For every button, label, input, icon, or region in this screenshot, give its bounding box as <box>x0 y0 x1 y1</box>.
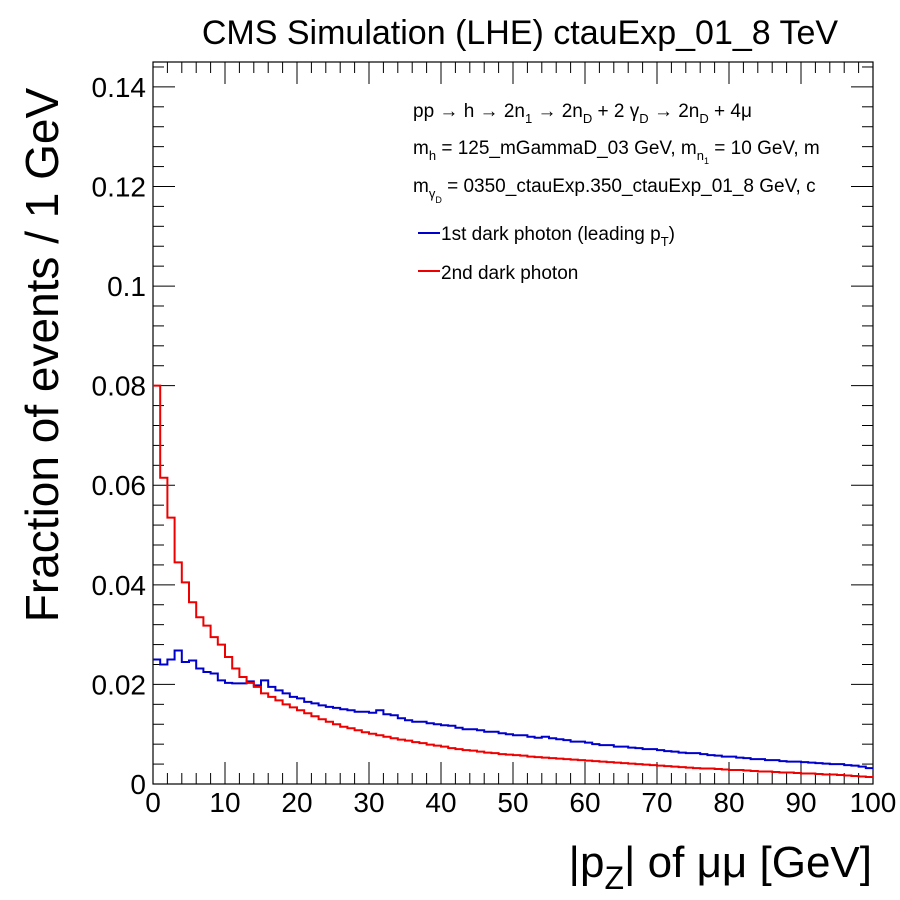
x-axis-label-suffix: | of μμ [GeV] <box>624 838 872 887</box>
y-tick-labels: 0 0.02 0.04 0.06 0.08 0.1 0.12 0.14 <box>92 72 147 800</box>
y-tick-label: 0.08 <box>92 371 147 402</box>
annotation-gamma-mass: mγD = 0350_ctauExp.350_ctauExp_01_8 GeV,… <box>413 176 816 205</box>
x-tick-label: 90 <box>785 787 816 818</box>
y-tick-label: 0.1 <box>107 271 146 302</box>
y-tick-label: 0 <box>130 769 146 800</box>
annotation-process: pp → h → 2n1 → 2nD + 2 γD → 2nD + 4μ <box>413 101 752 126</box>
axis-ticks <box>152 62 874 785</box>
x-tick-label: 30 <box>353 787 384 818</box>
chart-title: CMS Simulation (LHE) ctauExp_01_8 TeV <box>202 14 839 52</box>
annotation-masses: mh = 125_mGammaD_03 GeV, mn1 = 10 GeV, m <box>413 138 820 166</box>
legend-label-1st-dark-photon: 1st dark photon (leading pT) <box>441 224 675 249</box>
series-line-1st-dark-photon <box>153 649 873 770</box>
x-tick-label: 10 <box>209 787 240 818</box>
x-tick-label: 40 <box>425 787 456 818</box>
legend: 1st dark photon (leading pT) 2nd dark ph… <box>418 224 675 284</box>
y-tick-label: 0.04 <box>92 570 147 601</box>
x-tick-label: 70 <box>641 787 672 818</box>
y-tick-label: 0.14 <box>92 72 147 103</box>
x-tick-label: 50 <box>497 787 528 818</box>
y-axis-label: Fraction of events / 1 GeV <box>16 88 68 623</box>
x-tick-label: 0 <box>145 787 161 818</box>
x-tick-labels: 0 10 20 30 40 50 60 70 80 90 100 <box>145 787 896 818</box>
y-tick-label: 0.12 <box>92 171 147 202</box>
plot-frame <box>152 61 874 785</box>
y-tick-label: 0.06 <box>92 470 147 501</box>
series-line-2nd-dark-photon <box>153 384 873 779</box>
x-axis-label-sub: Z <box>604 860 624 896</box>
legend-label-2nd-dark-photon: 2nd dark photon <box>441 263 578 284</box>
x-tick-label: 20 <box>281 787 312 818</box>
x-axis-label-prefix: |p <box>569 838 605 887</box>
x-tick-label: 100 <box>850 787 897 818</box>
x-axis-label: |pZ| of μμ [GeV] <box>569 838 872 896</box>
x-tick-label: 60 <box>569 787 600 818</box>
x-tick-label: 80 <box>713 787 744 818</box>
y-tick-label: 0.02 <box>92 669 147 700</box>
